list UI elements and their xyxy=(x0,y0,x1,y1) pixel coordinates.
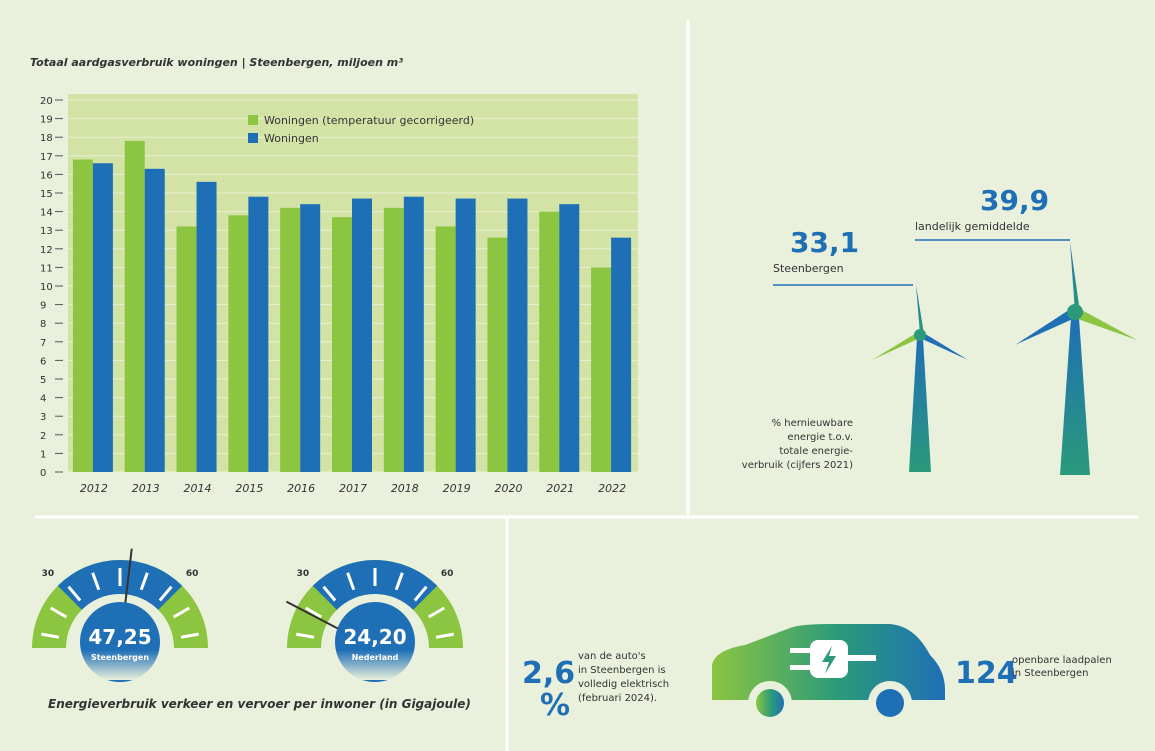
y-tick-label: 14 xyxy=(40,208,53,219)
gauge-scale-label: 60 xyxy=(186,569,199,579)
x-tick-label: 2013 xyxy=(132,482,160,495)
gauge-scale-label: 30 xyxy=(297,569,310,579)
x-tick-label: 2019 xyxy=(443,482,471,495)
legend-label: Woningen (temperatuur gecorrigeerd) xyxy=(264,114,474,127)
gauge-value: 47,25 xyxy=(88,625,151,649)
steenbergen-value: 33,1 xyxy=(790,226,859,259)
bar xyxy=(352,199,372,472)
chart-title: Totaal aardgasverbruik woningen | Steenb… xyxy=(30,56,403,69)
bar xyxy=(436,226,456,472)
y-tick-label: 7 xyxy=(40,338,46,349)
bar xyxy=(177,226,197,472)
ev-share-line: volledig elektrisch xyxy=(578,679,669,690)
national-label: landelijk gemiddelde xyxy=(915,220,1030,233)
y-tick-label: 5 xyxy=(40,375,46,386)
chargers-line: openbare laadpalen xyxy=(1012,655,1112,666)
x-tick-label: 2012 xyxy=(80,482,108,495)
bar xyxy=(248,197,268,472)
bar xyxy=(228,215,248,472)
y-tick-label: 18 xyxy=(40,133,53,144)
bar xyxy=(611,238,631,472)
bar xyxy=(384,208,404,472)
x-tick-label: 2014 xyxy=(184,482,212,495)
y-tick-label: 16 xyxy=(40,170,53,181)
y-tick-label: 0 xyxy=(40,468,46,479)
y-tick-label: 10 xyxy=(40,282,53,293)
ev-share-line: van de auto's xyxy=(578,651,646,662)
legend-swatch xyxy=(248,133,258,143)
chargers-line: in Steenbergen xyxy=(1012,668,1088,679)
y-tick-label: 9 xyxy=(40,301,46,312)
gauge-caption: Energieverbruik verkeer en vervoer per i… xyxy=(48,697,471,711)
infographic: Totaal aardgasverbruik woningen | Steenb… xyxy=(0,0,1155,751)
bar xyxy=(197,182,217,472)
note-line: verbruik (cijfers 2021) xyxy=(742,460,853,471)
y-tick-label: 1 xyxy=(40,449,46,460)
bar xyxy=(456,199,476,472)
ev-share-value: 2,6 xyxy=(522,656,575,691)
y-tick-label: 11 xyxy=(40,263,53,274)
y-tick-label: 4 xyxy=(40,394,46,405)
bar xyxy=(145,169,165,472)
steenbergen-label: Steenbergen xyxy=(773,262,844,275)
note-line: energie t.o.v. xyxy=(787,432,853,443)
y-tick-label: 15 xyxy=(40,189,53,200)
ev-share-line: (februari 2024). xyxy=(578,693,657,704)
bar xyxy=(507,199,527,472)
y-tick-label: 17 xyxy=(40,152,53,163)
gauge-name: Steenbergen xyxy=(91,653,149,662)
x-tick-label: 2015 xyxy=(235,482,263,495)
gauge-scale-label: 60 xyxy=(441,569,454,579)
y-tick-label: 8 xyxy=(40,319,46,330)
bar xyxy=(73,160,93,472)
bar xyxy=(487,238,507,472)
bar xyxy=(332,217,352,472)
x-tick-label: 2020 xyxy=(494,482,522,495)
y-tick-label: 12 xyxy=(40,245,53,256)
y-tick-label: 19 xyxy=(40,115,53,126)
ev-share-line: in Steenbergen is xyxy=(578,665,666,676)
x-tick-label: 2017 xyxy=(339,482,367,495)
bar xyxy=(559,204,579,472)
gauge-name: Nederland xyxy=(352,653,399,662)
note-line: totale energie- xyxy=(779,446,853,457)
bar xyxy=(93,163,113,472)
bar xyxy=(125,141,145,472)
x-tick-label: 2021 xyxy=(546,482,574,495)
legend-swatch xyxy=(248,115,258,125)
bar xyxy=(300,204,320,472)
bar xyxy=(591,267,611,472)
y-tick-label: 2 xyxy=(40,431,46,442)
x-tick-label: 2016 xyxy=(287,482,315,495)
note-line: % hernieuwbare xyxy=(772,418,853,429)
x-tick-label: 2018 xyxy=(391,482,419,495)
bar xyxy=(280,208,300,472)
y-tick-label: 20 xyxy=(40,96,53,107)
ev-share-unit: % xyxy=(540,688,570,723)
gauge-value: 24,20 xyxy=(343,625,406,649)
page: Totaal aardgasverbruik woningen | Steenb… xyxy=(0,0,1155,751)
legend-label: Woningen xyxy=(264,132,319,145)
gauge-scale-label: 30 xyxy=(42,569,55,579)
y-tick-label: 3 xyxy=(40,412,46,423)
y-tick-label: 6 xyxy=(40,356,46,367)
bar xyxy=(539,212,559,472)
bar xyxy=(404,197,424,472)
chargers-value: 124 xyxy=(955,656,1018,691)
national-value: 39,9 xyxy=(980,184,1049,217)
y-tick-label: 13 xyxy=(40,226,53,237)
x-tick-label: 2022 xyxy=(598,482,626,495)
